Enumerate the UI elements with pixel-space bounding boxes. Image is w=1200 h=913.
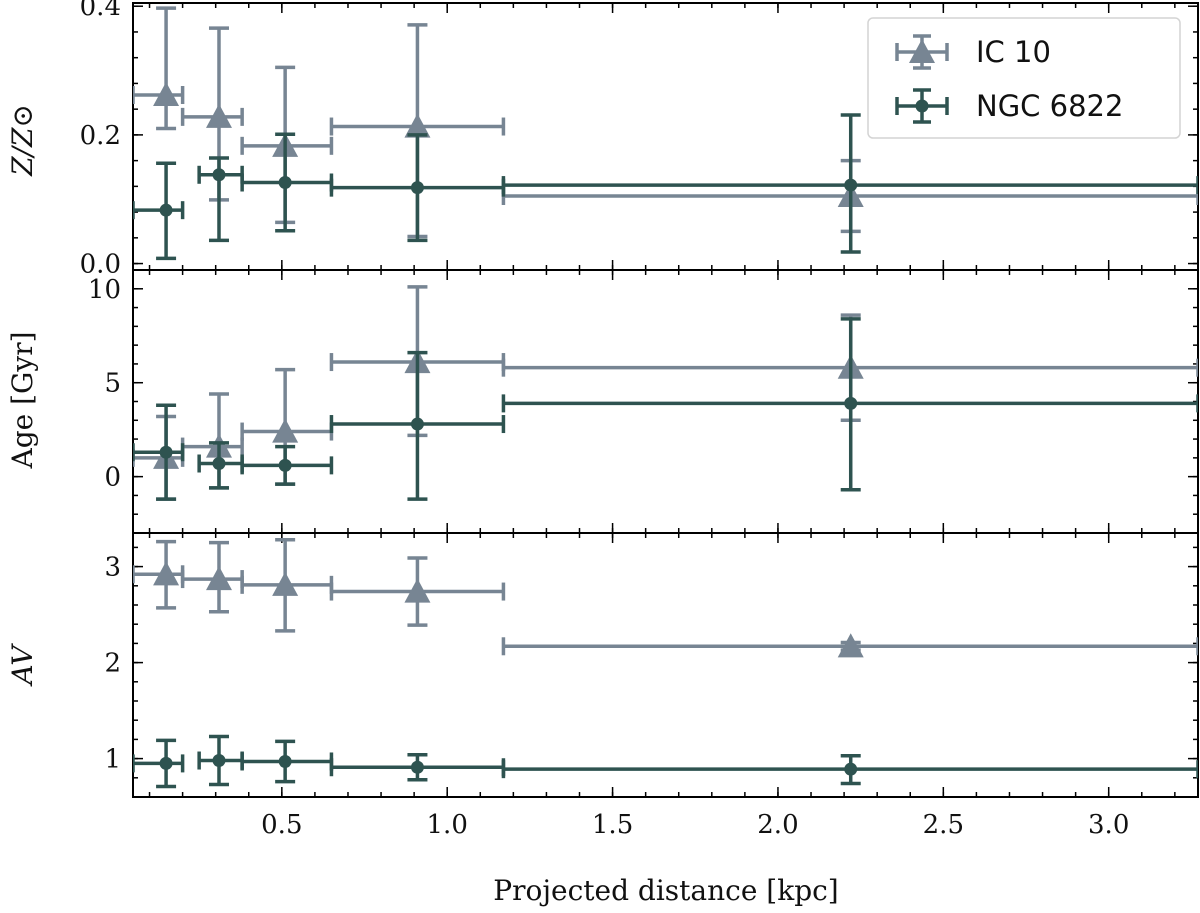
- marker-extinction-ic10-2: [272, 571, 299, 596]
- marker-extinction-ngc6822-0: [159, 756, 173, 770]
- legend-label-ngc6822: NGC 6822: [976, 89, 1123, 123]
- marker-metallicity-ngc6822-0: [159, 203, 173, 217]
- xtick-label-4: 2.5: [923, 810, 964, 840]
- marker-age-ngc6822-2: [278, 458, 292, 472]
- marker-extinction-ic10-3: [404, 578, 431, 603]
- panel-metallicity: 0.0 0.2 0.4: [80, 0, 1199, 280]
- panel-frame-extinction: [132, 532, 1199, 798]
- marker-age-ngc6822-4: [844, 396, 858, 410]
- ytick-label-metallicity-1: 0.2: [80, 121, 121, 151]
- xerr-metallicity-ic10-0: [133, 86, 185, 105]
- legend-marker-ic10: [895, 34, 949, 70]
- xerr-extinction-ngc6822-0: [133, 754, 185, 773]
- ytick-label-extinction-0: 1: [104, 745, 121, 775]
- ylabel-metallicity: Z/Z⊙: [6, 104, 39, 177]
- legend-marker-ngc6822: [895, 88, 949, 124]
- xtick-label-5: 3.0: [1088, 810, 1129, 840]
- marker-age-ngc6822-3: [410, 417, 424, 431]
- marker-extinction-ngc6822-3: [410, 760, 424, 774]
- marker-metallicity-ngc6822-1: [212, 168, 226, 182]
- legend-label-ic10: IC 10: [976, 35, 1051, 69]
- marker-age-ic10-2: [272, 418, 299, 443]
- marker-extinction-ngc6822-1: [212, 754, 226, 768]
- xtick-label-2: 1.5: [592, 810, 633, 840]
- ytick-label-age-1: 5: [104, 369, 121, 399]
- legend: IC 10 NGC 6822: [867, 17, 1181, 139]
- ytick-label-metallicity-2: 0.4: [80, 0, 121, 22]
- x-axis-label: Projected distance [kpc]: [493, 874, 838, 907]
- marker-metallicity-ic10-1: [205, 103, 232, 128]
- ylabel-extinction: AV: [6, 643, 39, 688]
- panel-age: 0 5 10: [88, 269, 1199, 534]
- marker-extinction-ic10-4: [837, 633, 864, 658]
- xtick-label-0: 0.5: [261, 810, 302, 840]
- panel-extinction: 1 2 3 0.5 1.0 1.5 2.0 2.5 3.0: [104, 532, 1199, 840]
- ytick-label-age-0: 0: [104, 463, 121, 493]
- legend-marker-ngc-symbol: [915, 99, 929, 113]
- data-extinction: [133, 537, 1198, 789]
- marker-metallicity-ngc6822-3: [410, 181, 424, 195]
- ytick-label-age-2: 10: [88, 275, 121, 305]
- xtick-label-3: 2.0: [757, 810, 798, 840]
- ytick-label-metallicity-0: 0.0: [80, 250, 121, 280]
- marker-extinction-ngc6822-4: [844, 762, 858, 776]
- marker-age-ngc6822-0: [159, 445, 173, 459]
- panels: 0.0 0.2 0.4 0 5 10 1 2 3 0.5 1.0 1.5 2.0 2.5 3.0: [80, 0, 1199, 840]
- marker-age-ngc6822-1: [212, 456, 226, 470]
- legend-marker-ic10-symbol: [909, 39, 935, 64]
- marker-metallicity-ic10-0: [153, 82, 180, 107]
- ylabel-age: Age [Gyr]: [6, 331, 39, 469]
- marker-metallicity-ic10-3: [404, 113, 431, 138]
- marker-extinction-ic10-1: [205, 566, 232, 591]
- data-metallicity: [133, 6, 1198, 261]
- ytick-label-extinction-1: 2: [104, 649, 121, 679]
- marker-metallicity-ngc6822-2: [278, 176, 292, 190]
- panel-frame-age: [132, 269, 1199, 534]
- xtick-label-1: 1.0: [427, 810, 468, 840]
- marker-metallicity-ngc6822-4: [844, 178, 858, 192]
- marker-extinction-ic10-0: [153, 561, 180, 586]
- ytick-label-extinction-2: 3: [104, 553, 121, 583]
- xerr-metallicity-ngc6822-0: [133, 201, 185, 220]
- yerr-metallicity-ic10-0: [156, 6, 177, 131]
- xerr-age-ngc6822-0: [133, 443, 185, 462]
- data-age: [133, 285, 1198, 501]
- marker-extinction-ngc6822-2: [278, 754, 292, 768]
